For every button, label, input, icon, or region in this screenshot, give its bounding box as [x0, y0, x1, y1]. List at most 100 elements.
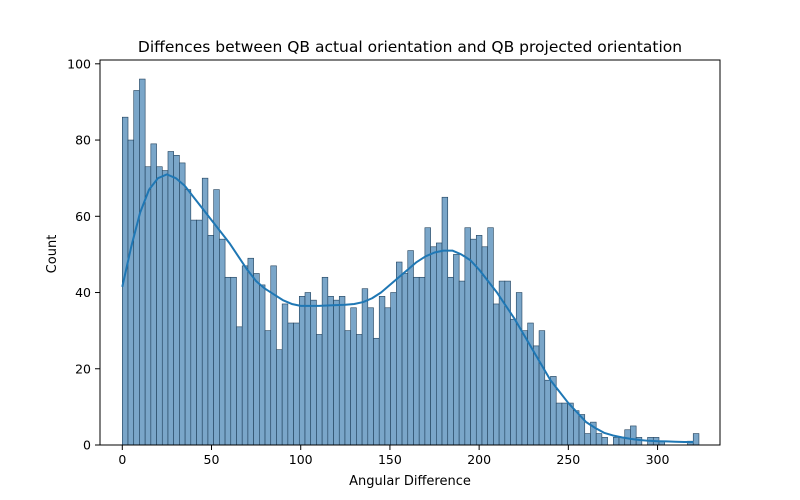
histogram-bar	[167, 151, 174, 446]
histogram-bar	[601, 437, 608, 446]
histogram-bar	[396, 261, 403, 446]
histogram-bar	[344, 330, 351, 446]
histogram-bar	[201, 177, 209, 446]
histogram-bar	[264, 330, 272, 446]
histogram-bar	[236, 326, 243, 446]
histogram-bar	[139, 78, 146, 446]
histogram-bar	[156, 166, 163, 446]
histogram-bar	[367, 307, 374, 446]
histogram-bar	[538, 330, 546, 446]
histogram-bar	[373, 337, 380, 446]
histogram-bar	[510, 318, 517, 446]
histogram-bar	[613, 437, 620, 446]
x-tick-label: 100	[289, 452, 313, 467]
y-axis-label: Count	[45, 235, 60, 274]
histogram-bar	[418, 276, 426, 446]
histogram-bar	[321, 276, 329, 446]
y-tick-label: 80	[75, 133, 91, 148]
plot-frame	[99, 59, 721, 446]
histogram-bar	[207, 235, 214, 446]
histogram-bar	[561, 402, 568, 446]
x-tick-label: 250	[556, 452, 580, 467]
histogram-bar	[184, 189, 192, 446]
x-tick-label: 50	[204, 452, 220, 467]
x-tick-label: 150	[378, 452, 402, 467]
histogram-bar	[259, 284, 266, 446]
histogram-bar	[247, 257, 254, 446]
histogram-bar	[447, 276, 454, 446]
x-tick-label: 200	[467, 452, 491, 467]
histogram-bar	[241, 265, 249, 446]
histogram-bar	[390, 292, 397, 446]
histogram-bar	[350, 307, 357, 446]
histogram-bar	[544, 379, 551, 446]
histogram-bar	[573, 410, 580, 446]
histogram-bar	[401, 273, 409, 446]
x-tick-label: 300	[646, 452, 670, 467]
histogram-bar	[333, 299, 340, 446]
histogram-bar	[219, 238, 226, 446]
axes-layer: 0 50 100 150 200 250 300 0 20 40 60 80 100	[67, 56, 721, 467]
histogram-bar	[555, 402, 563, 446]
kde-line	[121, 173, 694, 443]
histogram-bar	[595, 433, 603, 446]
x-axis-label: Angular Difference	[349, 474, 471, 489]
histogram-bar	[384, 307, 391, 446]
y-tick-label: 40	[75, 285, 91, 300]
histogram-bar	[316, 334, 323, 446]
x-tick-label: 0	[118, 452, 126, 467]
histogram-bar	[361, 288, 369, 446]
histogram-bar	[150, 143, 157, 446]
histogram-bar	[453, 254, 460, 446]
histogram-bar	[190, 219, 197, 446]
histogram-bar	[436, 242, 443, 446]
histogram-bar	[327, 296, 334, 446]
histogram-bar	[493, 303, 500, 446]
y-tick-label: 60	[75, 209, 91, 224]
histogram-bar	[584, 433, 591, 446]
chart-title: Diffences between QB actual orientation …	[138, 38, 682, 56]
histogram-bar	[133, 90, 140, 446]
histogram-bar	[173, 155, 180, 446]
histogram-bar	[430, 246, 437, 446]
histogram-bar	[635, 437, 643, 446]
kde-layer	[121, 173, 694, 443]
histogram-bar	[338, 296, 346, 446]
histogram-bar	[378, 296, 386, 446]
histogram-bar	[441, 196, 449, 446]
histogram-bar	[567, 402, 574, 446]
y-tick-label: 0	[83, 438, 91, 453]
y-tick-label: 20	[75, 361, 91, 376]
histogram-bar	[127, 139, 135, 446]
histogram-bar	[458, 280, 466, 446]
histogram-bar	[487, 227, 494, 446]
histogram-bar	[521, 330, 528, 446]
bars-layer	[122, 78, 700, 446]
histogram-bar	[424, 227, 431, 446]
histogram-bar	[413, 276, 420, 446]
histogram-bar	[224, 276, 232, 446]
histogram-bar	[196, 219, 203, 446]
histogram-bar	[253, 273, 260, 446]
histogram-bar	[144, 166, 152, 446]
histogram-bar	[281, 303, 289, 446]
histogram-bar	[310, 299, 317, 446]
histogram-bar	[230, 276, 237, 446]
histogram-bar	[179, 162, 186, 446]
histogram-bar	[287, 322, 294, 446]
histogram-bar	[293, 322, 300, 446]
histogram-bar	[470, 238, 477, 446]
histogram-bar	[356, 334, 363, 446]
histogram-bar	[276, 349, 283, 446]
histogram-bar	[498, 280, 506, 446]
histogram-bar	[161, 170, 169, 446]
histogram-bar	[304, 292, 312, 446]
histogram-bar	[298, 296, 306, 446]
histogram-bar	[515, 292, 523, 446]
histogram-bar	[692, 433, 700, 446]
histogram-bar	[407, 250, 414, 446]
y-tick-label: 100	[67, 56, 91, 71]
histogram-bar	[630, 425, 637, 446]
